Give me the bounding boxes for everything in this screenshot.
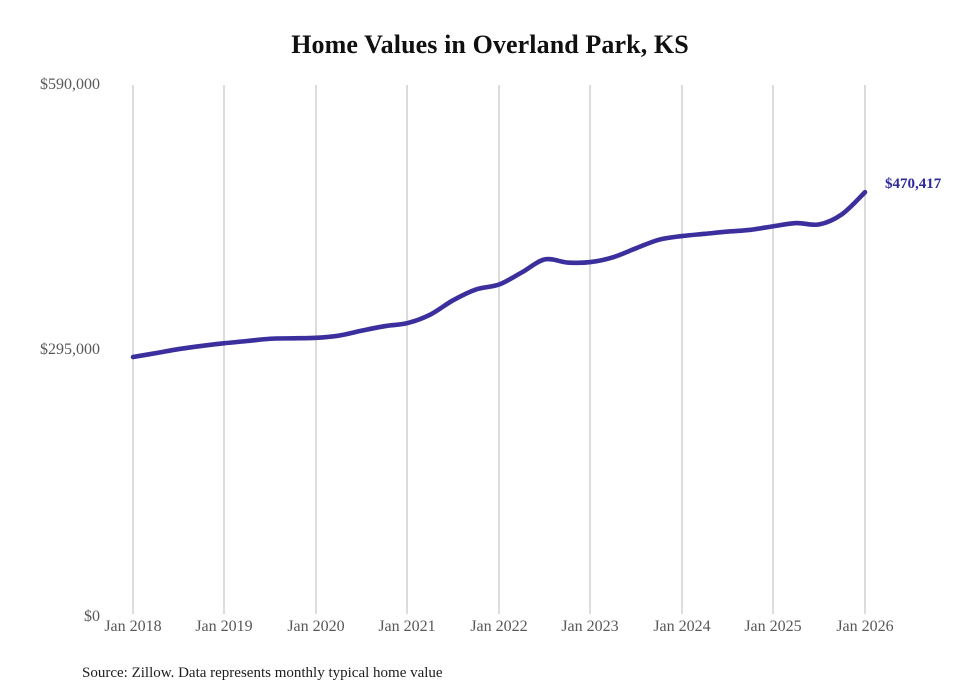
source-note: Source: Zillow. Data represents monthly … [82,665,443,681]
data-series-group [130,189,868,360]
x-axis-tick-label: Jan 2025 [744,618,802,635]
y-axis-tick-label: $295,000 [40,341,100,358]
y-axis-tick-label: $590,000 [40,76,100,93]
x-axis-tick-label: Jan 2023 [561,618,619,635]
page-title: Home Values in Overland Park, KS [291,30,689,59]
y-axis-tick-label: $0 [84,608,100,625]
x-axis-tick-label: Jan 2026 [836,618,894,635]
end-value-annotation: $470,417 [885,176,942,193]
gridlines-group [132,85,866,614]
series-line [130,189,868,360]
x-axis-tick-label: Jan 2019 [195,618,253,635]
x-axis-tick-label: Jan 2020 [287,618,345,635]
x-axis-tick-label: Jan 2022 [470,618,528,635]
x-axis-tick-label: Jan 2021 [378,618,436,635]
x-axis-tick-label: Jan 2024 [653,618,711,635]
x-axis-tick-label: Jan 2018 [104,618,162,635]
